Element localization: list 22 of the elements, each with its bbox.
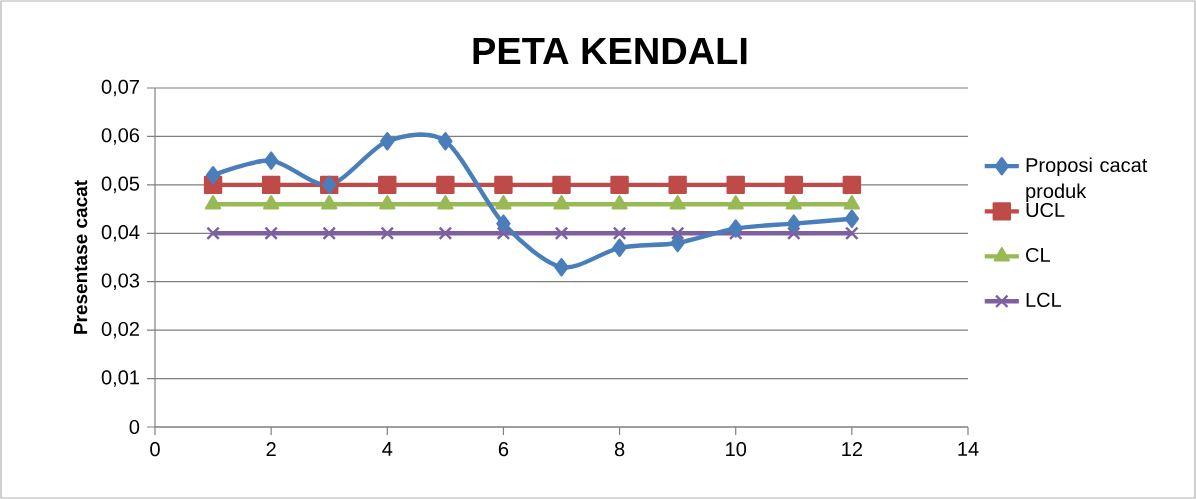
x-tick-label: 0 <box>150 442 160 457</box>
y-tick-label: 0,01 <box>101 370 139 387</box>
x-tick-label: 12 <box>842 442 862 457</box>
legend-label: LCL <box>1026 292 1062 307</box>
y-tick-label: 0,04 <box>101 225 140 242</box>
y-tick-label: 0,06 <box>101 128 140 145</box>
y-tick-label: 0,03 <box>101 273 140 290</box>
chart-title: PETA KENDALI <box>473 37 747 65</box>
legend-label: Proposi cacat produk <box>1026 157 1148 203</box>
x-tick-label: 10 <box>726 442 747 457</box>
y-tick-label: 0,05 <box>101 176 140 194</box>
x-tick-label: 8 <box>614 442 625 457</box>
x-tick-label: 6 <box>498 442 509 457</box>
y-axis-title: Presentase cacat <box>74 180 88 334</box>
x-tick-label: 14 <box>958 442 979 456</box>
x-tick-label: 2 <box>266 442 276 457</box>
legend-label: UCL <box>1026 202 1065 218</box>
y-tick-label: 0,02 <box>101 321 139 339</box>
y-tick-label: 0,07 <box>101 79 139 97</box>
legend-label: CL <box>1026 247 1050 263</box>
x-tick-label: 4 <box>382 442 393 456</box>
y-tick-label: 0 <box>129 419 140 435</box>
